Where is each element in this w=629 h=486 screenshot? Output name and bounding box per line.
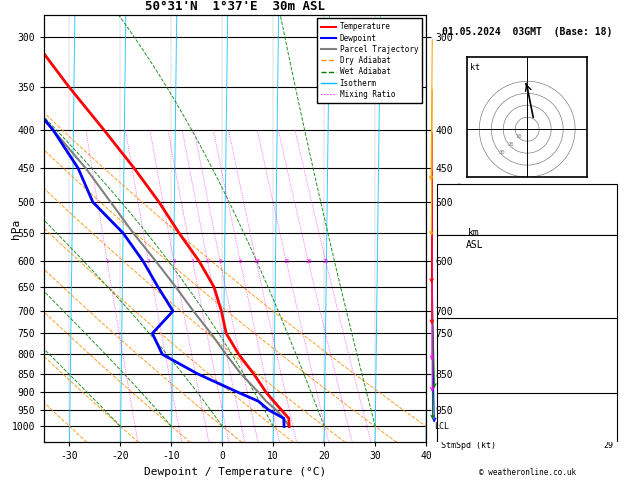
Text: StmSpd (kt): StmSpd (kt) [442, 441, 496, 450]
Text: 3: 3 [172, 259, 175, 264]
Text: 1: 1 [106, 259, 109, 264]
Text: 1: 1 [608, 359, 613, 367]
Text: 2: 2 [147, 259, 150, 264]
Text: 312: 312 [598, 346, 613, 355]
FancyBboxPatch shape [437, 318, 617, 395]
Text: 0: 0 [608, 298, 613, 307]
Text: 29: 29 [603, 441, 613, 450]
Text: Most Unstable: Most Unstable [495, 323, 560, 331]
Text: PW (cm): PW (cm) [442, 222, 476, 231]
Text: 25: 25 [323, 259, 329, 264]
Text: 10: 10 [253, 259, 260, 264]
Text: LCL: LCL [433, 422, 448, 431]
Text: 310: 310 [598, 274, 613, 282]
Text: CAPE (J): CAPE (J) [442, 298, 481, 307]
Y-axis label: hPa: hPa [11, 218, 21, 239]
Text: CIN (J): CIN (J) [442, 384, 476, 393]
Text: © weatheronline.co.uk: © weatheronline.co.uk [479, 468, 576, 477]
Text: Dewp (°C): Dewp (°C) [442, 261, 486, 270]
Text: 4: 4 [191, 259, 194, 264]
Text: Hodograph: Hodograph [504, 398, 550, 406]
Text: 10: 10 [516, 134, 522, 139]
Text: 15: 15 [283, 259, 289, 264]
Text: θₑ (K): θₑ (K) [442, 346, 471, 355]
Title: 50°31'N  1°37'E  30m ASL: 50°31'N 1°37'E 30m ASL [145, 0, 325, 14]
Text: 3: 3 [608, 286, 613, 295]
Text: 80: 80 [603, 418, 613, 427]
Legend: Temperature, Dewpoint, Parcel Trajectory, Dry Adiabat, Wet Adiabat, Isotherm, Mi: Temperature, Dewpoint, Parcel Trajectory… [317, 18, 422, 103]
Text: 0: 0 [608, 310, 613, 319]
Text: 8: 8 [238, 259, 242, 264]
Text: 20: 20 [305, 259, 311, 264]
Text: θₑ(K): θₑ(K) [442, 274, 466, 282]
Text: 48: 48 [603, 205, 613, 214]
Text: EH: EH [442, 407, 451, 416]
Text: CAPE (J): CAPE (J) [442, 371, 481, 381]
Text: Totals Totals: Totals Totals [442, 205, 506, 214]
FancyBboxPatch shape [437, 184, 617, 235]
Text: 20: 20 [507, 142, 514, 147]
Text: 30: 30 [499, 150, 505, 156]
FancyBboxPatch shape [437, 235, 617, 320]
Text: kt: kt [470, 63, 480, 72]
Text: 31: 31 [603, 407, 613, 416]
FancyBboxPatch shape [437, 393, 617, 451]
Text: Mixing Ratio (g/kg): Mixing Ratio (g/kg) [456, 181, 465, 276]
Text: 27: 27 [603, 188, 613, 196]
Text: 6: 6 [218, 259, 221, 264]
Text: CIN (J): CIN (J) [442, 310, 476, 319]
Text: Temp (°C): Temp (°C) [442, 249, 486, 258]
Text: Pressure (mb): Pressure (mb) [442, 333, 506, 342]
Text: Lifted Index: Lifted Index [442, 359, 501, 367]
Text: 975: 975 [598, 333, 613, 342]
Text: Surface: Surface [509, 239, 545, 248]
Text: 2.25: 2.25 [593, 222, 613, 231]
X-axis label: Dewpoint / Temperature (°C): Dewpoint / Temperature (°C) [144, 467, 326, 477]
Text: 13.1: 13.1 [593, 249, 613, 258]
Text: Lifted Index: Lifted Index [442, 286, 501, 295]
Text: K: K [442, 188, 447, 196]
Text: SREH: SREH [442, 418, 461, 427]
Text: 21: 21 [603, 371, 613, 381]
Text: StmDir: StmDir [442, 430, 471, 438]
Text: 5: 5 [206, 259, 209, 264]
Text: 01.05.2024  03GMT  (Base: 18): 01.05.2024 03GMT (Base: 18) [442, 27, 613, 37]
Text: 12.1: 12.1 [593, 261, 613, 270]
Text: 204°: 204° [593, 430, 613, 438]
Text: 6: 6 [608, 384, 613, 393]
Y-axis label: km
ASL: km ASL [465, 228, 483, 250]
